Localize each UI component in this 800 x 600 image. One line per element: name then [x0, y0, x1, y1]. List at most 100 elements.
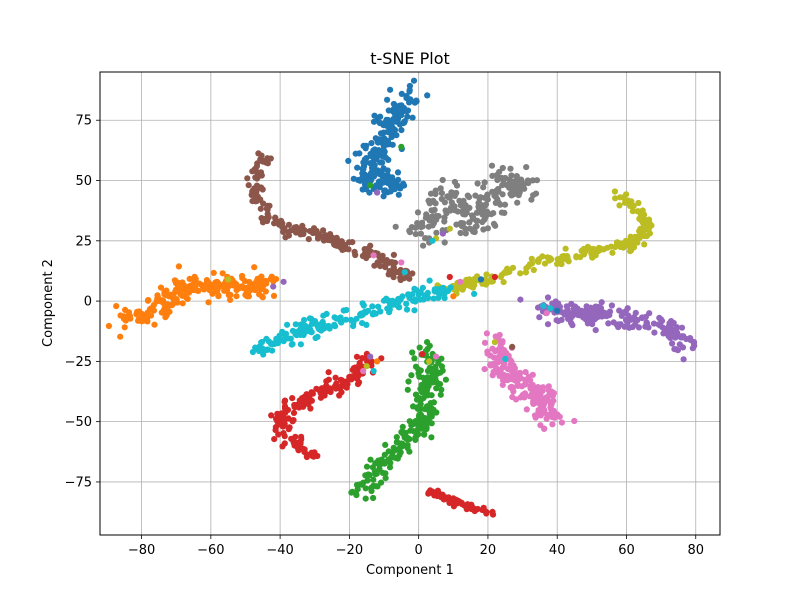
- cluster-3-point: [483, 271, 490, 278]
- cluster-1-point: [441, 218, 448, 225]
- cluster-6-point: [595, 308, 602, 315]
- cluster-1-point: [414, 209, 422, 216]
- cluster-1-point: [428, 198, 436, 205]
- outlier-point: [401, 269, 408, 276]
- cluster-0-point: [377, 113, 384, 120]
- outlier-point: [367, 353, 374, 360]
- cluster-5-point: [259, 346, 267, 353]
- cluster-0-point: [398, 90, 405, 97]
- cluster-2-point: [259, 216, 266, 223]
- cluster-8-point: [416, 344, 423, 351]
- cluster-6-point: [544, 321, 552, 328]
- cluster-3-point: [585, 245, 592, 252]
- cluster-1-point: [465, 194, 473, 201]
- x-tick-label: 80: [687, 543, 704, 558]
- cluster-1-point: [529, 177, 536, 184]
- cluster-8-point: [372, 483, 379, 490]
- cluster-8-point: [386, 464, 394, 471]
- cluster-5-point: [369, 303, 376, 310]
- cluster-0-point: [409, 114, 416, 121]
- cluster-8-point: [368, 487, 375, 495]
- cluster-5-point: [425, 294, 432, 302]
- cluster-9-point: [496, 353, 503, 360]
- cluster-5-point: [369, 311, 376, 318]
- cluster-5-point: [417, 296, 424, 303]
- cluster-3-point: [630, 202, 637, 209]
- cluster-9-point: [507, 356, 514, 364]
- cluster-4-point: [262, 288, 269, 295]
- cluster-8-point: [426, 342, 433, 349]
- outlier-point: [491, 339, 498, 346]
- outlier-point: [554, 307, 561, 314]
- cluster-3-point: [591, 247, 598, 254]
- cluster-0-point: [384, 175, 391, 182]
- cluster-1-point: [437, 185, 444, 192]
- cluster-5-point: [399, 293, 406, 300]
- cluster-6-point: [624, 305, 631, 312]
- cluster-8-point: [404, 434, 411, 441]
- cluster-4-point: [180, 286, 188, 293]
- cluster-3-point: [637, 225, 644, 232]
- cluster-4-point: [144, 318, 151, 325]
- cluster-3-point: [630, 244, 638, 251]
- cluster-6-point: [662, 327, 669, 334]
- cluster-6-point: [583, 316, 590, 323]
- axis-ticks: −80 −60 −40 −20 0 20 40 60 80 −75 −50 −25 0 25 50 75: [65, 114, 704, 558]
- cluster-0-point: [380, 193, 387, 200]
- cluster-1-point: [513, 173, 520, 180]
- cluster-9-point: [507, 362, 514, 369]
- cluster-3-point: [546, 257, 553, 264]
- cluster-1-point: [460, 220, 467, 227]
- cluster-10-point: [442, 494, 449, 501]
- cluster-10-point: [471, 507, 479, 514]
- cluster-5-point: [316, 323, 323, 330]
- cluster-1-point: [476, 195, 483, 202]
- cluster-8-point: [412, 436, 419, 443]
- x-tick-label: −80: [128, 543, 155, 558]
- chart-title: t-SNE Plot: [370, 49, 450, 68]
- cluster-6-point: [536, 314, 543, 321]
- cluster-5-point: [292, 321, 299, 328]
- cluster-6-point: [610, 319, 617, 326]
- cluster-7-point: [309, 452, 316, 459]
- cluster-8-point: [433, 409, 440, 416]
- cluster-1-point: [427, 190, 435, 197]
- cluster-2-point: [296, 226, 303, 233]
- cluster-3-point: [517, 270, 524, 277]
- cluster-8-point: [398, 440, 405, 447]
- cluster-3-point: [530, 266, 537, 274]
- cluster-8-point: [424, 403, 432, 410]
- cluster-9-point: [507, 376, 514, 383]
- cluster-9-point: [540, 406, 548, 413]
- cluster-1-point: [507, 190, 514, 197]
- cluster-10-point: [468, 501, 475, 508]
- outlier-point: [370, 252, 377, 259]
- cluster-9-point: [551, 412, 558, 419]
- cluster-0-point: [371, 112, 378, 119]
- cluster-3-point: [558, 261, 565, 268]
- cluster-4-point: [258, 286, 265, 293]
- cluster-3-point: [466, 276, 473, 283]
- cluster-4-point: [105, 322, 112, 330]
- cluster-9-point: [549, 421, 556, 428]
- cluster-1-point: [412, 231, 419, 238]
- cluster-2-point: [253, 168, 260, 175]
- cluster-0-point: [370, 118, 378, 125]
- cluster-2-point: [314, 235, 322, 242]
- cluster-8-point: [362, 495, 369, 502]
- cluster-2-point: [380, 257, 387, 264]
- cluster-1-point: [451, 178, 458, 186]
- cluster-9-point: [522, 369, 529, 376]
- cluster-6-point: [588, 311, 596, 318]
- cluster-0-point: [376, 119, 383, 127]
- cluster-8-point: [382, 475, 389, 482]
- cluster-5-point: [301, 316, 308, 324]
- cluster-5-point: [411, 307, 418, 314]
- cluster-9-point: [495, 359, 502, 366]
- cluster-7-point: [347, 374, 354, 381]
- cluster-1-point: [442, 207, 449, 214]
- cluster-8-point: [382, 470, 389, 477]
- cluster-2-point: [390, 274, 397, 281]
- y-tick-label: 50: [75, 174, 92, 189]
- cluster-0-point: [395, 191, 402, 198]
